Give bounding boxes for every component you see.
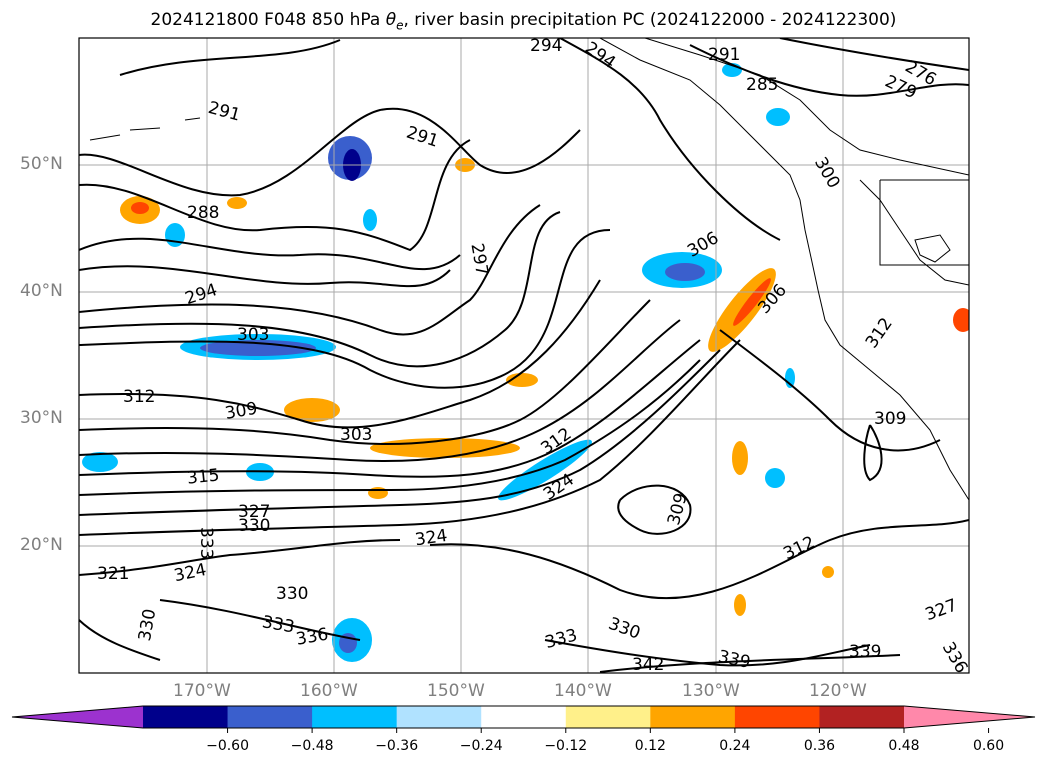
precip-positive-area xyxy=(734,594,746,616)
colorbar-tick-label: −0.60 xyxy=(206,738,249,754)
figure-title: 2024121800 F048 850 hPa θe, river basin … xyxy=(0,10,1047,32)
contour-label: 291 xyxy=(708,45,740,65)
lat-tick-label: 30°N xyxy=(20,408,63,428)
contour-label: 339 xyxy=(716,647,752,673)
title-suffix: , river basin precipitation PC (20241220… xyxy=(403,10,897,30)
contour-label: 285 xyxy=(746,75,778,95)
contour-label: 327 xyxy=(923,595,960,625)
contour-label: 321 xyxy=(97,564,129,584)
contour-label: 291 xyxy=(206,98,243,126)
contour-label: 309 xyxy=(664,491,692,528)
contour-label: 330 xyxy=(606,614,643,644)
precip-positive-area xyxy=(284,398,340,422)
colorbar-cell xyxy=(650,706,736,728)
colorbar-tick-label: 0.12 xyxy=(634,738,666,754)
contour-label: 294 xyxy=(581,38,619,73)
precip-positive-area xyxy=(822,566,834,578)
colorbar-ticks xyxy=(227,728,990,733)
colorbar-cell xyxy=(396,706,482,728)
precip-negative-area xyxy=(363,209,377,231)
contour-label: 330 xyxy=(276,584,308,604)
colorbar-tick-label: −0.48 xyxy=(290,738,334,754)
contour-label: 327 xyxy=(238,502,270,522)
contour-label: 309 xyxy=(874,409,906,429)
colorbar-outline xyxy=(11,705,1036,729)
colorbar-cell xyxy=(734,706,820,728)
colorbar-cell xyxy=(227,706,313,728)
colorbar-cell xyxy=(565,706,651,728)
theta-e-contours xyxy=(79,38,969,673)
contour-label: 309 xyxy=(224,399,259,424)
contour-label: 291 xyxy=(404,123,441,152)
contour-label: 330 xyxy=(238,516,270,536)
contour-label: 288 xyxy=(187,203,219,223)
title-prefix: 2024121800 F048 850 hPa xyxy=(150,10,386,30)
precip-negative-area xyxy=(498,439,592,501)
contour-label: 339 xyxy=(849,642,881,662)
colorbar-tick-label: 0.60 xyxy=(972,738,1005,754)
precip-negative-area xyxy=(82,452,118,472)
colorbar-tick-label: −0.12 xyxy=(544,738,588,754)
colorbar-tick-label: 0.36 xyxy=(803,738,836,754)
colorbar-tick-label: 0.48 xyxy=(888,738,920,754)
precip-negative-area xyxy=(765,468,785,488)
contour-label: 336 xyxy=(938,639,972,677)
lon-tick-label: 170°W xyxy=(173,681,231,701)
precip-shading xyxy=(82,63,969,662)
lat-tick-label: 20°N xyxy=(20,535,63,555)
contour-label: 303 xyxy=(237,325,269,345)
colorbar xyxy=(11,705,1036,733)
contour-label: 324 xyxy=(414,526,449,550)
colorbar-cells xyxy=(143,706,905,728)
contour-label: 315 xyxy=(186,465,220,488)
coastline xyxy=(89,38,969,501)
gridlines xyxy=(79,38,969,673)
lat-tick-label: 50°N xyxy=(20,154,63,174)
colorbar-cell xyxy=(819,706,905,728)
lon-tick-label: 150°W xyxy=(427,681,485,701)
colorbar-tick-label: −0.36 xyxy=(375,738,419,754)
precip-positive-area xyxy=(368,487,388,499)
precip-positive-area xyxy=(733,278,771,326)
contour-label: 342 xyxy=(632,655,664,675)
colorbar-tick-label: 0.24 xyxy=(719,738,751,754)
precip-positive-area xyxy=(953,308,969,332)
contour-label: 303 xyxy=(340,425,372,445)
plot-frame xyxy=(78,37,970,674)
precip-positive-area xyxy=(732,441,748,475)
precip-positive-area xyxy=(131,202,149,214)
contour-label: 294 xyxy=(530,36,562,56)
contour-label: 297 xyxy=(466,242,491,277)
contour-label: 312 xyxy=(780,532,818,564)
colorbar-cell xyxy=(312,706,398,728)
precip-positive-area xyxy=(506,373,538,387)
colorbar-extend-min xyxy=(12,706,143,728)
contour-label: 330 xyxy=(135,607,160,642)
title-theta-sub: e xyxy=(396,18,404,33)
contour-label: 333 xyxy=(261,612,296,637)
precip-negative-area xyxy=(766,108,790,126)
contour-label: 333 xyxy=(196,527,216,559)
contour-label: 300 xyxy=(810,154,844,192)
contour-label: 312 xyxy=(123,387,155,407)
lon-tick-label: 120°W xyxy=(809,681,867,701)
title-theta: θ xyxy=(385,10,397,30)
contour-label: 333 xyxy=(543,625,580,653)
colorbar-tick-label: −0.24 xyxy=(459,738,503,754)
precip-negative-area xyxy=(200,340,316,356)
lon-tick-label: 160°W xyxy=(300,681,358,701)
contour-labels: 294 294 276 279 285 291 291 291 288 297 … xyxy=(97,36,971,677)
lon-tick-label: 140°W xyxy=(554,681,612,701)
colorbar-cell xyxy=(481,706,567,728)
colorbar-extend-max xyxy=(904,706,1035,728)
lon-tick-label: 130°W xyxy=(682,681,740,701)
precip-negative-area xyxy=(665,263,705,281)
contour-label: 312 xyxy=(862,314,897,352)
precip-positive-area xyxy=(227,197,247,209)
contour-label: 336 xyxy=(295,624,330,649)
colorbar-cell xyxy=(143,706,229,728)
lat-tick-label: 40°N xyxy=(20,281,63,301)
